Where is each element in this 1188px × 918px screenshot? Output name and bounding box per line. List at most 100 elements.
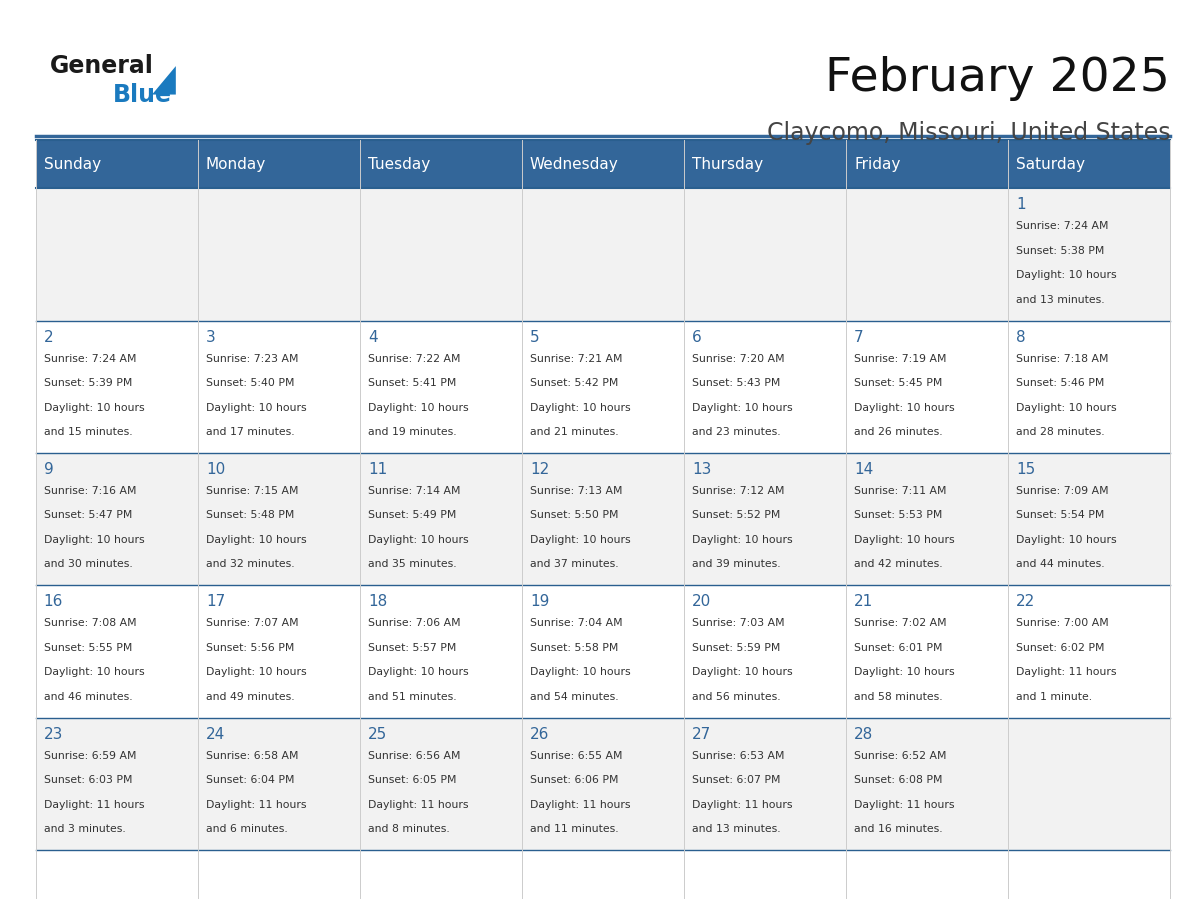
Bar [684,718,846,850]
Text: and 21 minutes.: and 21 minutes. [530,427,619,437]
Text: 19: 19 [530,595,549,610]
Text: Daylight: 11 hours: Daylight: 11 hours [368,800,468,810]
Bar [1009,188,1170,320]
Text: Sunrise: 6:56 AM: Sunrise: 6:56 AM [368,751,461,761]
Text: Daylight: 10 hours: Daylight: 10 hours [44,535,145,545]
Text: Thursday: Thursday [693,157,763,172]
Bar [360,718,522,850]
Text: and 58 minutes.: and 58 minutes. [854,692,943,702]
Text: Sunset: 5:57 PM: Sunset: 5:57 PM [368,643,456,653]
Text: Sunrise: 7:07 AM: Sunrise: 7:07 AM [206,619,298,628]
Text: Sunset: 6:04 PM: Sunset: 6:04 PM [206,775,295,785]
Text: Sunrise: 7:24 AM: Sunrise: 7:24 AM [44,353,137,364]
Bar [1009,140,1170,188]
Bar [522,586,684,718]
Text: and 15 minutes.: and 15 minutes. [44,427,132,437]
Text: Daylight: 11 hours: Daylight: 11 hours [693,800,792,810]
Text: Daylight: 10 hours: Daylight: 10 hours [854,535,955,545]
Text: Sunrise: 7:08 AM: Sunrise: 7:08 AM [44,619,137,628]
Text: Sunrise: 7:20 AM: Sunrise: 7:20 AM [693,353,785,364]
Text: 5: 5 [530,330,539,345]
Text: Sunrise: 7:21 AM: Sunrise: 7:21 AM [530,353,623,364]
Text: Sunset: 5:55 PM: Sunset: 5:55 PM [44,643,132,653]
Bar [36,320,197,453]
Text: Sunset: 5:38 PM: Sunset: 5:38 PM [1016,246,1105,256]
Text: Daylight: 10 hours: Daylight: 10 hours [368,667,468,677]
Text: 3: 3 [206,330,215,345]
Text: Daylight: 10 hours: Daylight: 10 hours [693,535,792,545]
Text: 1: 1 [1016,197,1025,212]
Text: and 37 minutes.: and 37 minutes. [530,559,619,569]
Text: 16: 16 [44,595,63,610]
Text: Sunrise: 7:15 AM: Sunrise: 7:15 AM [206,486,298,496]
Bar [197,140,360,188]
Text: and 54 minutes.: and 54 minutes. [530,692,619,702]
Text: and 8 minutes.: and 8 minutes. [368,824,449,834]
Text: February 2025: February 2025 [826,55,1170,101]
Text: Daylight: 10 hours: Daylight: 10 hours [206,535,307,545]
Bar [846,320,1009,453]
Bar [684,140,846,188]
Bar [36,718,197,850]
Text: 18: 18 [368,595,387,610]
Text: Sunrise: 7:18 AM: Sunrise: 7:18 AM [1016,353,1108,364]
Text: Sunrise: 7:04 AM: Sunrise: 7:04 AM [530,619,623,628]
Bar [197,188,360,320]
Text: 26: 26 [530,727,549,742]
Bar [36,453,197,586]
Text: 14: 14 [854,462,873,477]
Text: and 13 minutes.: and 13 minutes. [693,824,781,834]
Text: and 30 minutes.: and 30 minutes. [44,559,133,569]
Text: Sunrise: 7:11 AM: Sunrise: 7:11 AM [854,486,947,496]
Bar [846,586,1009,718]
Text: Daylight: 10 hours: Daylight: 10 hours [1016,535,1117,545]
Text: Daylight: 10 hours: Daylight: 10 hours [693,403,792,412]
Text: Daylight: 10 hours: Daylight: 10 hours [530,403,631,412]
Text: 22: 22 [1016,595,1036,610]
Bar [684,586,846,718]
Text: Sunrise: 7:09 AM: Sunrise: 7:09 AM [1016,486,1108,496]
Text: Sunset: 5:53 PM: Sunset: 5:53 PM [854,510,942,521]
Text: Sunrise: 7:23 AM: Sunrise: 7:23 AM [206,353,298,364]
Text: General: General [50,54,153,78]
Text: Sunrise: 7:16 AM: Sunrise: 7:16 AM [44,486,137,496]
Text: 17: 17 [206,595,225,610]
Text: Sunrise: 7:22 AM: Sunrise: 7:22 AM [368,353,461,364]
Text: Sunset: 5:48 PM: Sunset: 5:48 PM [206,510,295,521]
Bar [684,188,846,320]
Bar [197,453,360,586]
Text: Daylight: 10 hours: Daylight: 10 hours [1016,270,1117,280]
Text: 9: 9 [44,462,53,477]
Text: Daylight: 10 hours: Daylight: 10 hours [368,535,468,545]
Bar [36,140,197,188]
Text: Daylight: 10 hours: Daylight: 10 hours [44,667,145,677]
Text: and 35 minutes.: and 35 minutes. [368,559,456,569]
Text: Claycomo, Missouri, United States: Claycomo, Missouri, United States [766,121,1170,145]
Text: Blue: Blue [113,83,172,106]
Text: and 1 minute.: and 1 minute. [1016,692,1092,702]
Text: 4: 4 [368,330,378,345]
Bar [197,718,360,850]
Bar [360,453,522,586]
Text: 24: 24 [206,727,225,742]
Text: Daylight: 11 hours: Daylight: 11 hours [1016,667,1117,677]
Text: Sunrise: 6:59 AM: Sunrise: 6:59 AM [44,751,137,761]
Text: Daylight: 10 hours: Daylight: 10 hours [368,403,468,412]
Text: and 26 minutes.: and 26 minutes. [854,427,943,437]
Bar [1009,586,1170,718]
Text: Sunset: 5:46 PM: Sunset: 5:46 PM [1016,378,1105,388]
Text: Sunset: 5:54 PM: Sunset: 5:54 PM [1016,510,1105,521]
Bar [360,140,522,188]
Text: Daylight: 10 hours: Daylight: 10 hours [854,667,955,677]
Text: and 39 minutes.: and 39 minutes. [693,559,781,569]
Text: Daylight: 11 hours: Daylight: 11 hours [854,800,955,810]
Text: Wednesday: Wednesday [530,157,619,172]
Text: Sunrise: 7:02 AM: Sunrise: 7:02 AM [854,619,947,628]
Text: and 46 minutes.: and 46 minutes. [44,692,132,702]
Text: and 3 minutes.: and 3 minutes. [44,824,126,834]
Bar [846,188,1009,320]
Text: Sunset: 5:47 PM: Sunset: 5:47 PM [44,510,132,521]
Text: 13: 13 [693,462,712,477]
Bar [197,586,360,718]
Text: Sunrise: 7:19 AM: Sunrise: 7:19 AM [854,353,947,364]
